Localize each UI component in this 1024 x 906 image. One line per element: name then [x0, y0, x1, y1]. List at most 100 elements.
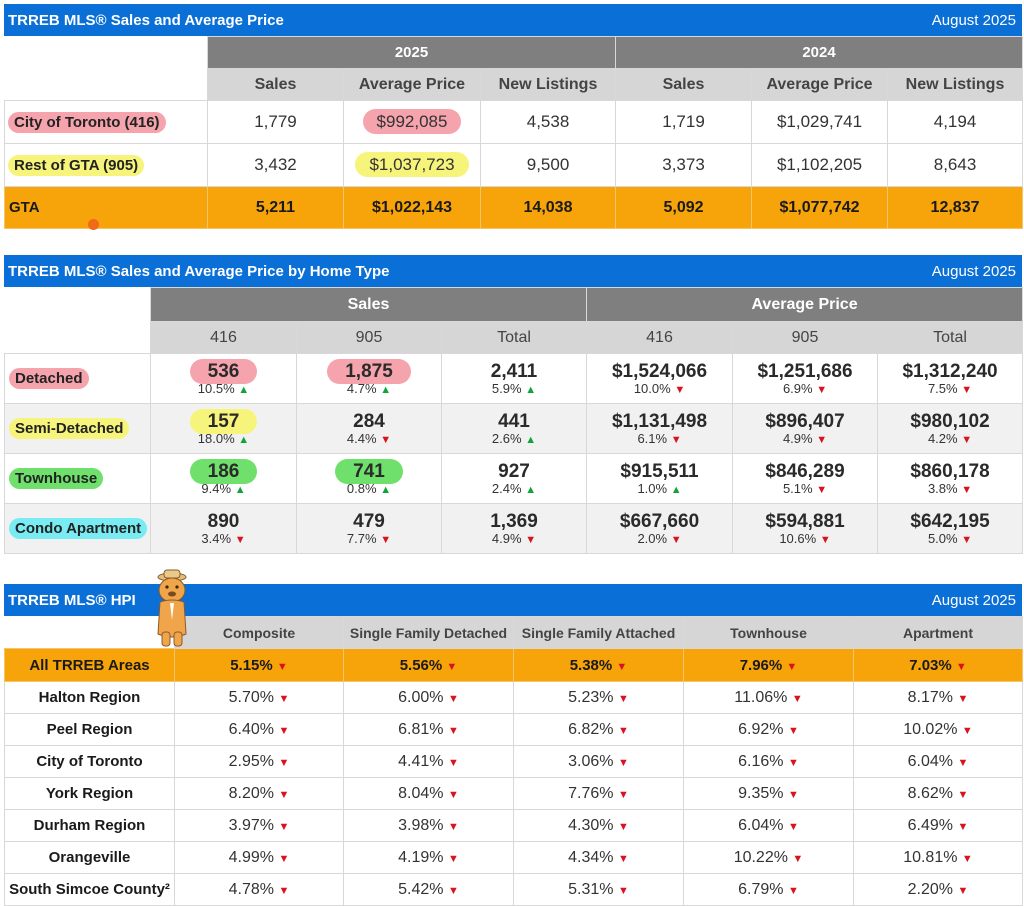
value-text: 3.98%: [398, 816, 444, 834]
cell-change: 2.4% ▲: [442, 481, 586, 497]
change-text: 4.7%: [346, 380, 377, 396]
row-label: York Region: [4, 777, 175, 810]
table-cell: 4.99% ▼: [174, 841, 344, 874]
change-text: 4.2%: [927, 430, 958, 446]
change-text: 2.0%: [637, 530, 668, 546]
cell-value: $1,524,066: [587, 361, 732, 382]
value-text: 479: [353, 510, 385, 532]
home-type-table: Sales Average Price 416 905 Total 416 90…: [4, 287, 1024, 554]
table-row: Durham Region 3.97% ▼ 3.98% ▼ 4.30% ▼ 6.04% …: [4, 809, 1023, 842]
group-header-sales: Sales: [149, 287, 588, 322]
arrow-down-icon: ▼: [380, 533, 392, 546]
cell-value: $594,881: [733, 511, 877, 532]
arrow-down-icon: ▼: [816, 483, 828, 496]
arrow-down-icon: ▼: [786, 660, 798, 673]
arrow-down-icon: ▼: [278, 852, 290, 865]
value-text: $980,102: [910, 410, 990, 432]
row-label: Semi-Detached: [4, 403, 151, 454]
value-text: $915,511: [620, 460, 699, 482]
table-cell: $860,178 3.8% ▼: [877, 453, 1024, 504]
arrow-down-icon: ▼: [961, 383, 973, 396]
value-text: 4.34%: [568, 848, 614, 866]
change-text: 2.6%: [491, 430, 522, 446]
table-cell: 4,538: [479, 100, 617, 144]
corner-cell: [4, 616, 175, 649]
arrow-up-icon: ▲: [380, 483, 392, 496]
table-cell: 186 9.4% ▲: [150, 453, 297, 504]
column-header: Single Family Detached: [343, 616, 514, 649]
value-text: 10.81%: [903, 848, 958, 866]
highlight-label: Condo Apartment: [9, 518, 148, 539]
cell-value: $980,102: [878, 411, 1022, 432]
cell-change: 0.8% ▲: [297, 481, 441, 497]
sales-price-table: 2025 2024 Sales Average Price New Listin…: [4, 36, 1024, 229]
highlight-label: Semi-Detached: [9, 418, 130, 439]
arrow-down-icon: ▼: [787, 820, 799, 833]
arrow-down-icon: ▼: [617, 820, 629, 833]
table-cell: 12,837: [887, 186, 1024, 229]
arrow-down-icon: ▼: [674, 383, 686, 396]
table-row: South Simcoe County² 4.78% ▼ 5.42% ▼ 5.31% …: [4, 873, 1023, 906]
table-row: Orangeville 4.99% ▼ 4.19% ▼ 4.34% ▼ 10.22% ▼…: [4, 841, 1023, 874]
change-text: 7.7%: [346, 530, 377, 546]
corner-cell: [4, 287, 151, 354]
table-cell: $1,037,723: [343, 143, 481, 187]
table-cell: 5.23% ▼: [513, 681, 684, 714]
change-text: 3.4%: [201, 530, 232, 546]
value-text: 8.17%: [907, 688, 954, 706]
cell-value: $667,660: [587, 511, 732, 532]
value-text: 441: [498, 410, 530, 432]
table-cell: 10.22% ▼: [683, 841, 854, 874]
value-text: 7.03%: [909, 656, 952, 674]
panel-title-bar: TRREB MLS® Sales and Average Price Augus…: [4, 4, 1022, 36]
column-header: Total: [877, 321, 1024, 354]
cell-value: 536: [151, 358, 296, 384]
value-text: 3.97%: [228, 816, 275, 834]
table-cell: $1,524,066 10.0% ▼: [586, 353, 734, 404]
row-label: Detached: [4, 353, 151, 404]
table-cell: 3.98% ▼: [343, 809, 514, 842]
row-label: City of Toronto: [4, 745, 175, 778]
table-cell: 6.00% ▼: [343, 681, 514, 714]
arrow-down-icon: ▼: [957, 756, 969, 769]
value-text: 4.30%: [568, 816, 614, 834]
table-cell: 890 3.4% ▼: [150, 503, 297, 554]
change-text: 10.0%: [633, 380, 671, 396]
cell-change: 10.6% ▼: [733, 530, 877, 547]
table-row: City of Toronto 2.95% ▼ 4.41% ▼ 3.06% ▼ 6.16…: [4, 745, 1023, 778]
panel-date: August 2025: [931, 12, 1016, 29]
group-header-2025: 2025: [206, 36, 617, 69]
panel-title-bar: TRREB MLS® Sales and Average Price by Ho…: [4, 255, 1022, 287]
value-text: 6.79%: [738, 880, 784, 898]
value-text: 6.00%: [398, 688, 444, 706]
arrow-down-icon: ▼: [278, 820, 290, 833]
table-cell: $642,195 5.0% ▼: [877, 503, 1024, 554]
highlight-value: $992,085: [362, 109, 462, 134]
table-cell: $1,251,686 6.9% ▼: [732, 353, 879, 404]
table-cell: 5.15% ▼: [174, 648, 344, 682]
table-cell: 284 4.4% ▼: [296, 403, 442, 454]
arrow-down-icon: ▼: [961, 483, 973, 496]
value-text: 5.38%: [569, 656, 613, 674]
cell-change: 4.9% ▼: [733, 431, 877, 447]
arrow-down-icon: ▼: [278, 756, 290, 769]
panel-title: TRREB MLS® HPI: [8, 592, 136, 609]
table-cell: 1,875 4.7% ▲: [296, 353, 442, 404]
cell-value: 441: [442, 411, 586, 432]
change-text: 5.0%: [927, 530, 958, 546]
arrow-down-icon: ▼: [447, 724, 459, 737]
cell-value: 2,411: [442, 361, 586, 382]
table-row: Semi-Detached 157 18.0% ▲ 284 4.4% ▼ 441 2.6% …: [4, 403, 1024, 454]
row-label: South Simcoe County²: [4, 873, 175, 906]
table-cell: 5.42% ▼: [343, 873, 514, 906]
cell-change: 6.1% ▼: [587, 431, 732, 447]
change-text: 6.9%: [782, 380, 813, 396]
value-text: $642,195: [910, 510, 990, 532]
value-text: $1,524,066: [611, 360, 708, 382]
change-text: 10.6%: [779, 530, 817, 546]
cell-value: $846,289: [733, 461, 877, 482]
table-cell: 4,194: [887, 100, 1024, 144]
cell-value: 1,369: [442, 511, 586, 532]
cell-value: 890: [151, 511, 296, 532]
arrow-down-icon: ▼: [961, 533, 973, 546]
